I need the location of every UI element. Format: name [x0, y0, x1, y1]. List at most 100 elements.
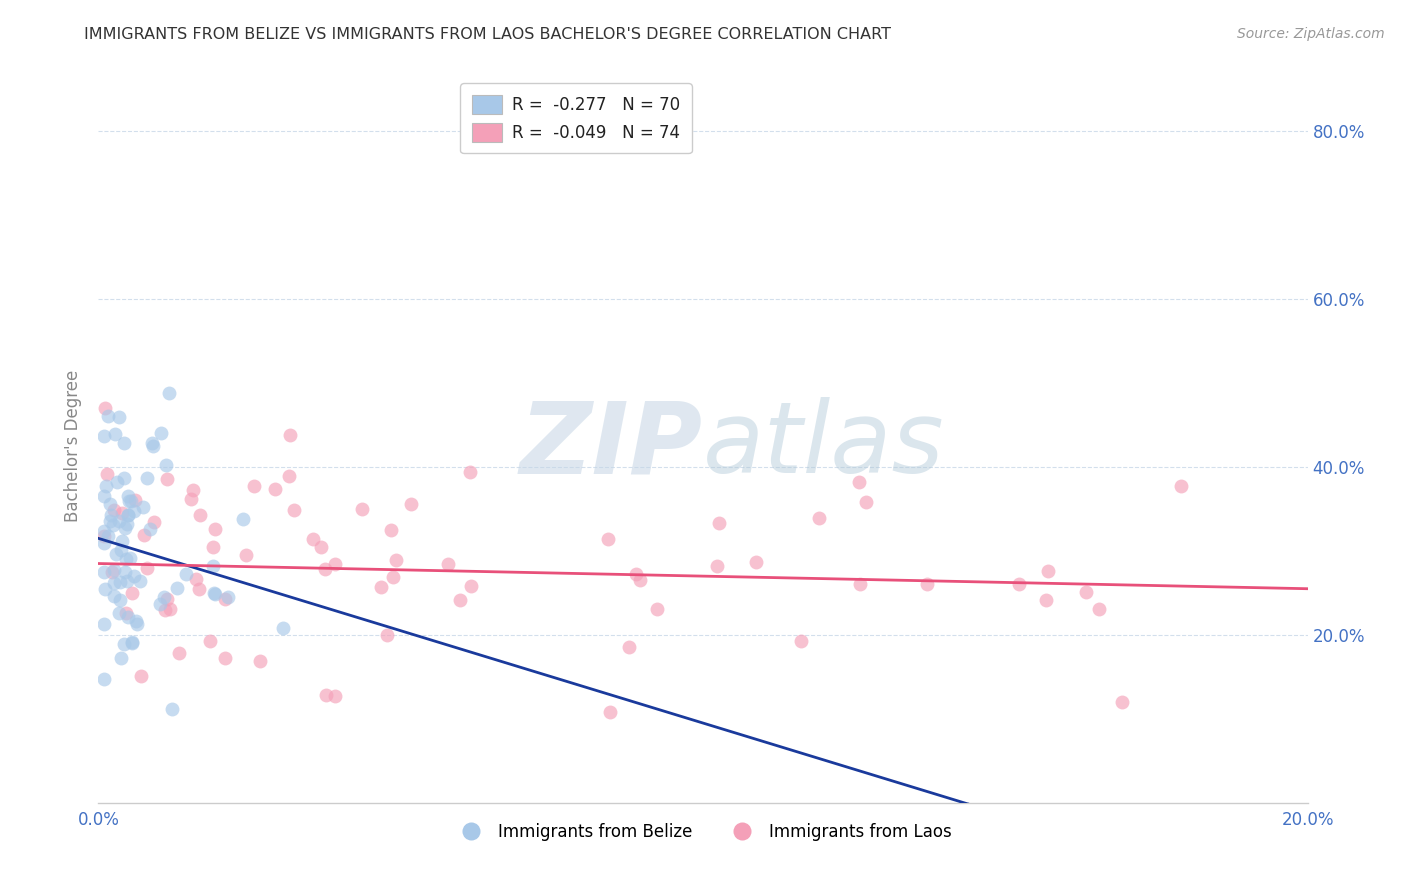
- Point: [115, 551, 138, 566]
- Point: [619, 640, 641, 655]
- Point: [139, 522, 162, 536]
- Text: Source: ZipAtlas.com: Source: ZipAtlas.com: [1237, 27, 1385, 41]
- Point: [1087, 602, 1109, 616]
- Point: [271, 621, 294, 635]
- Point: [143, 516, 166, 530]
- Point: [449, 593, 471, 607]
- Point: [166, 581, 188, 595]
- Point: [323, 690, 346, 704]
- Point: [848, 577, 870, 591]
- Legend: Immigrants from Belize, Immigrants from Laos: Immigrants from Belize, Immigrants from …: [447, 817, 959, 848]
- Point: [93, 672, 115, 686]
- Point: [155, 603, 177, 617]
- Point: [217, 590, 239, 604]
- Point: [94, 582, 117, 597]
- Point: [103, 503, 125, 517]
- Point: [100, 508, 122, 522]
- Point: [122, 569, 145, 583]
- Point: [309, 540, 332, 554]
- Point: [103, 590, 125, 604]
- Point: [159, 602, 181, 616]
- Point: [214, 591, 236, 606]
- Point: [1111, 696, 1133, 710]
- Point: [114, 521, 136, 535]
- Point: [136, 561, 159, 575]
- Point: [599, 706, 621, 720]
- Point: [114, 566, 136, 580]
- Text: IMMIGRANTS FROM BELIZE VS IMMIGRANTS FROM LAOS BACHELOR'S DEGREE CORRELATION CHA: IMMIGRANTS FROM BELIZE VS IMMIGRANTS FRO…: [84, 27, 891, 42]
- Point: [278, 468, 301, 483]
- Point: [114, 607, 136, 621]
- Point: [707, 516, 730, 531]
- Point: [101, 518, 124, 533]
- Point: [385, 553, 408, 567]
- Point: [117, 508, 139, 522]
- Text: ZIP: ZIP: [520, 398, 703, 494]
- Point: [129, 669, 152, 683]
- Point: [204, 586, 226, 600]
- Point: [323, 557, 346, 571]
- Point: [121, 635, 143, 649]
- Point: [117, 489, 139, 503]
- Point: [111, 506, 134, 520]
- Point: [626, 567, 648, 582]
- Point: [232, 512, 254, 526]
- Point: [204, 522, 226, 536]
- Point: [112, 470, 135, 484]
- Point: [110, 593, 132, 607]
- Point: [124, 492, 146, 507]
- Point: [93, 489, 115, 503]
- Point: [149, 426, 172, 441]
- Point: [108, 606, 131, 620]
- Point: [160, 702, 183, 716]
- Point: [98, 498, 121, 512]
- Point: [283, 503, 305, 517]
- Point: [278, 428, 301, 442]
- Point: [855, 494, 877, 508]
- Point: [96, 467, 118, 481]
- Point: [848, 475, 870, 490]
- Point: [103, 563, 125, 577]
- Point: [94, 401, 117, 415]
- Point: [180, 492, 202, 507]
- Point: [628, 574, 651, 588]
- Point: [110, 534, 132, 549]
- Point: [94, 478, 117, 492]
- Point: [97, 528, 120, 542]
- Point: [152, 590, 174, 604]
- Point: [370, 580, 392, 594]
- Point: [120, 494, 142, 508]
- Point: [437, 557, 460, 571]
- Point: [156, 472, 179, 486]
- Point: [156, 591, 179, 606]
- Point: [915, 577, 938, 591]
- Point: [121, 636, 143, 650]
- Point: [93, 524, 115, 538]
- Point: [157, 386, 180, 401]
- Point: [350, 502, 373, 516]
- Point: [112, 435, 135, 450]
- Point: [141, 436, 163, 450]
- Point: [110, 543, 132, 558]
- Point: [243, 479, 266, 493]
- Point: [201, 558, 224, 573]
- Point: [118, 550, 141, 565]
- Point: [93, 535, 115, 549]
- Point: [314, 562, 336, 576]
- Point: [97, 409, 120, 423]
- Point: [117, 508, 139, 522]
- Point: [115, 516, 138, 531]
- Point: [1036, 564, 1059, 578]
- Point: [117, 574, 139, 588]
- Point: [103, 576, 125, 591]
- Point: [176, 566, 198, 581]
- Point: [184, 572, 207, 586]
- Point: [132, 500, 155, 514]
- Point: [93, 616, 115, 631]
- Point: [1035, 592, 1057, 607]
- Text: atlas: atlas: [703, 398, 945, 494]
- Point: [460, 578, 482, 592]
- Point: [117, 609, 139, 624]
- Point: [121, 586, 143, 600]
- Point: [263, 482, 285, 496]
